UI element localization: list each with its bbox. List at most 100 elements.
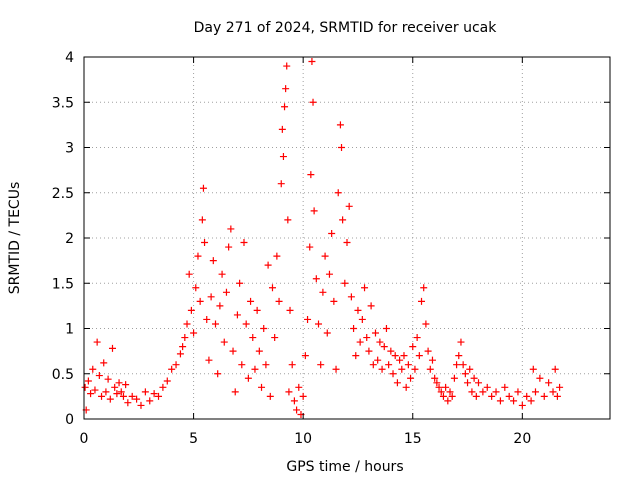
data-point [518,401,526,409]
data-point [363,334,371,342]
data-point [201,239,209,247]
data-point [332,365,340,373]
data-point [113,390,121,398]
data-point [358,315,366,323]
data-point [179,343,187,351]
data-point [227,225,235,233]
data-point [457,338,465,346]
data-point [378,365,386,373]
data-point [341,279,349,287]
data-point [262,361,270,369]
data-point [285,388,293,396]
data-point [102,388,110,396]
data-point [111,383,119,391]
data-point [540,392,548,400]
data-point [365,347,373,355]
data-point [334,189,342,197]
data-point [398,365,406,373]
data-point [424,347,432,355]
data-point [209,257,217,265]
data-point [117,388,125,396]
data-point [207,293,215,301]
y-tick-label: 1.5 [52,276,74,292]
data-point [529,365,537,373]
data-point [244,374,252,382]
data-point [448,392,456,400]
data-point [100,359,108,367]
data-point [266,392,274,400]
data-point [369,361,377,369]
data-point [251,365,259,373]
grid-lines [84,57,610,419]
data-point [185,270,193,278]
data-point [343,239,351,247]
data-point [293,406,301,414]
data-point [271,334,279,342]
data-point [301,352,309,360]
data-point [106,395,114,403]
data-points [81,58,564,418]
data-point [258,383,266,391]
data-point [347,293,355,301]
data-point [315,320,323,328]
y-tick-label: 1 [65,322,74,338]
data-point [299,392,307,400]
data-point [453,361,461,369]
data-point [304,315,312,323]
data-point [278,125,286,133]
data-point [391,352,399,360]
data-point [187,306,195,314]
data-point [328,229,336,237]
data-point [81,383,89,391]
data-point [205,356,213,364]
data-point [514,388,522,396]
data-point [98,392,106,400]
data-point [242,320,250,328]
data-point [214,370,222,378]
data-point [501,383,509,391]
data-point [431,374,439,382]
y-axis-label: SRMTID / TECUs [7,182,23,295]
data-point [356,338,364,346]
data-point [249,334,257,342]
data-point [461,370,469,378]
data-point [545,379,553,387]
data-point [104,375,112,383]
data-point [418,297,426,305]
y-axis-ticks: 0 0.5 1 1.5 2 2.5 3 3.5 4 [52,50,610,428]
data-point [194,252,202,260]
y-tick-label: 2.5 [52,186,74,202]
data-point [231,388,239,396]
data-point [505,392,513,400]
data-point [93,338,101,346]
x-axis-label: GPS time / hours [286,459,403,475]
data-point [404,361,412,369]
data-point [319,288,327,296]
data-point [141,388,149,396]
data-point [122,381,130,389]
data-point [393,379,401,387]
data-point [531,388,539,396]
data-point [137,401,145,409]
x-tick-label: 5 [189,431,198,447]
data-point [382,325,390,332]
data-point [551,365,559,373]
data-point [310,207,318,215]
x-axis-ticks: 0 5 10 15 20 [80,57,531,447]
data-point [409,343,417,351]
data-point [483,383,491,391]
data-point [330,297,338,305]
data-point [374,356,382,364]
data-point [361,284,369,292]
data-point [279,153,287,161]
data-point [192,284,200,292]
data-point [236,279,244,287]
data-point [553,392,561,400]
data-point [277,180,285,188]
data-point [407,374,415,382]
y-tick-label: 0.5 [52,367,74,383]
data-point [338,144,346,151]
data-point [275,297,283,305]
data-point [468,388,476,396]
